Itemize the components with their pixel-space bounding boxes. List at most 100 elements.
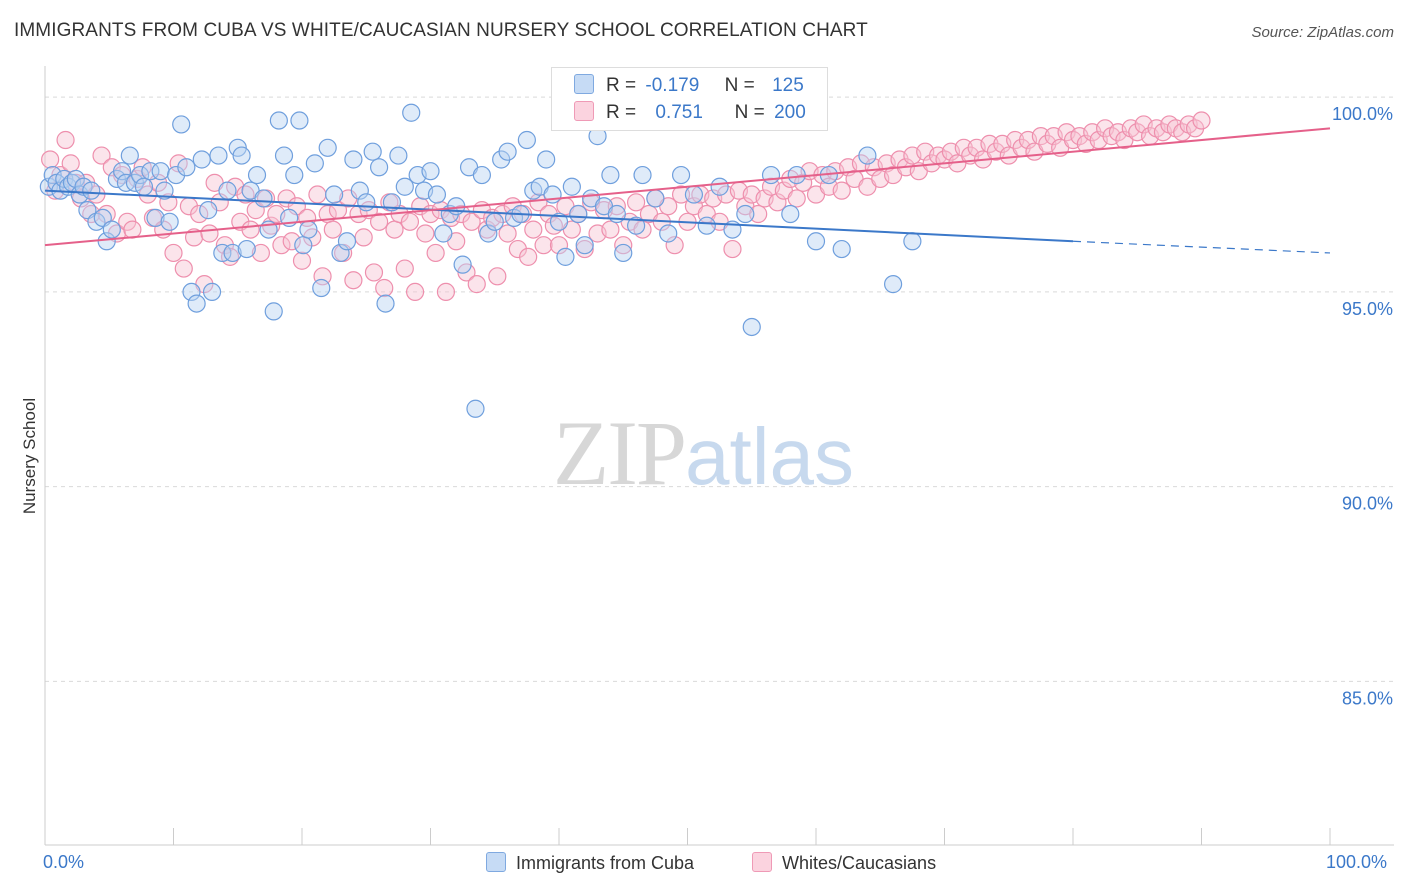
point-immigrants-from-cuba [318,138,337,157]
point-immigrants-from-cuba [141,162,160,181]
point-immigrants-from-cuba [160,212,179,231]
point-immigrants-from-cuba [305,154,324,173]
point-immigrants-from-cuba [537,150,556,169]
y-tick-label: 100.0% [1332,104,1393,124]
point-whites-caucasians [174,259,193,278]
point-whites-caucasians [462,212,481,231]
watermark-atlas: atlas [685,412,854,501]
point-immigrants-from-cuba [269,111,288,130]
legend-r-value-white: 0.751 [655,102,703,123]
point-whites-caucasians [671,185,691,204]
point-immigrants-from-cuba [290,111,309,130]
point-immigrants-from-cuba [254,189,273,208]
point-whites-caucasians [123,220,142,239]
point-immigrants-from-cuba [177,158,196,177]
point-immigrants-from-cuba [472,165,491,185]
y-tick-label: 85.0% [1342,688,1393,708]
point-immigrants-from-cuba [575,236,594,255]
point-immigrants-from-cuba [697,216,716,235]
trend-lines [44,127,1331,254]
point-immigrants-from-cuba [684,185,704,204]
x-tick-label-min: 0.0% [43,852,85,872]
point-immigrants-from-cuba [120,146,139,165]
bottom-legend-label-cuba: Immigrants from Cuba [516,853,695,873]
series-whites-caucasians [41,111,1211,302]
point-immigrants-from-cuba [151,162,170,181]
point-immigrants-from-cuba [112,162,132,181]
point-immigrants-from-cuba [134,177,154,196]
point-whites-caucasians [364,263,384,282]
point-whites-caucasians [61,154,80,173]
point-immigrants-from-cuba [218,181,237,200]
point-whites-caucasians [344,271,363,290]
point-immigrants-from-cuba [883,275,903,294]
point-whites-caucasians [626,193,646,212]
chart-source: Source: ZipAtlas.com [1251,24,1394,41]
point-immigrants-from-cuba [832,239,851,259]
point-immigrants-from-cuba [453,255,472,274]
y-tick-label: 90.0% [1342,494,1393,514]
legend-swatch-cuba [574,74,594,94]
axes [44,66,1394,846]
point-immigrants-from-cuba [213,243,232,263]
point-immigrants-from-cuba [337,232,357,251]
bottom-legend-cuba: Immigrants from Cuba [486,852,694,874]
point-whites-caucasians [534,236,553,255]
point-whites-caucasians [251,243,270,263]
point-whites-caucasians [768,193,787,212]
point-immigrants-from-cuba [633,165,652,185]
point-immigrants-from-cuba [274,146,294,165]
point-whites-caucasians [92,146,111,165]
point-immigrants-from-cuba [395,177,414,196]
point-immigrants-from-cuba [363,142,382,161]
point-immigrants-from-cuba [285,165,304,185]
point-whites-caucasians [601,220,620,239]
point-immigrants-from-cuba [312,278,331,298]
legend-r-value-cuba: -0.179 [645,75,700,96]
x-tick-label-max: 100.0% [1326,852,1388,872]
point-whites-caucasians [416,224,435,243]
point-whites-caucasians [200,224,219,243]
point-whites-caucasians [159,193,178,212]
point-whites-caucasians [575,239,594,259]
point-immigrants-from-cuba [466,399,485,418]
point-immigrants-from-cuba [389,146,408,165]
point-immigrants-from-cuba [601,165,620,185]
point-whites-caucasians [832,181,851,200]
point-whites-caucasians [308,185,327,204]
point-immigrants-from-cuba [626,216,646,235]
point-whites-caucasians [614,236,633,255]
point-whites-caucasians [323,220,342,239]
point-immigrants-from-cuba [130,165,150,185]
point-immigrants-from-cuba [787,165,806,185]
point-immigrants-from-cuba [192,150,211,169]
point-whites-caucasians [370,212,389,231]
point-whites-caucasians [190,204,209,224]
point-immigrants-from-cuba [202,282,222,302]
trend-line-white [44,127,1331,247]
point-whites-caucasians [787,189,806,208]
point-whites-caucasians [723,239,742,259]
point-whites-caucasians [488,267,507,286]
point-immigrants-from-cuba [806,232,826,251]
point-immigrants-from-cuba [232,146,251,165]
point-whites-caucasians [41,150,60,169]
point-immigrants-from-cuba [479,224,498,243]
y-tick-labels: 85.0% 90.0% 95.0% 100.0% [1332,104,1393,708]
bottom-legend-swatch-white [752,852,772,872]
point-immigrants-from-cuba [155,181,174,200]
point-immigrants-from-cuba [858,146,877,165]
point-whites-caucasians [426,243,445,263]
point-immigrants-from-cuba [659,224,678,243]
legend-n-label: N = [734,102,765,123]
point-immigrants-from-cuba [434,224,453,243]
point-whites-caucasians [292,251,312,270]
point-immigrants-from-cuba [781,204,800,224]
point-immigrants-from-cuba [223,243,242,263]
point-immigrants-from-cuba [370,158,389,177]
point-whites-caucasians [436,282,456,302]
legend-row-white: R = 0.751 N = 200 [574,101,806,125]
point-immigrants-from-cuba [182,282,201,302]
point-whites-caucasians [519,247,538,266]
